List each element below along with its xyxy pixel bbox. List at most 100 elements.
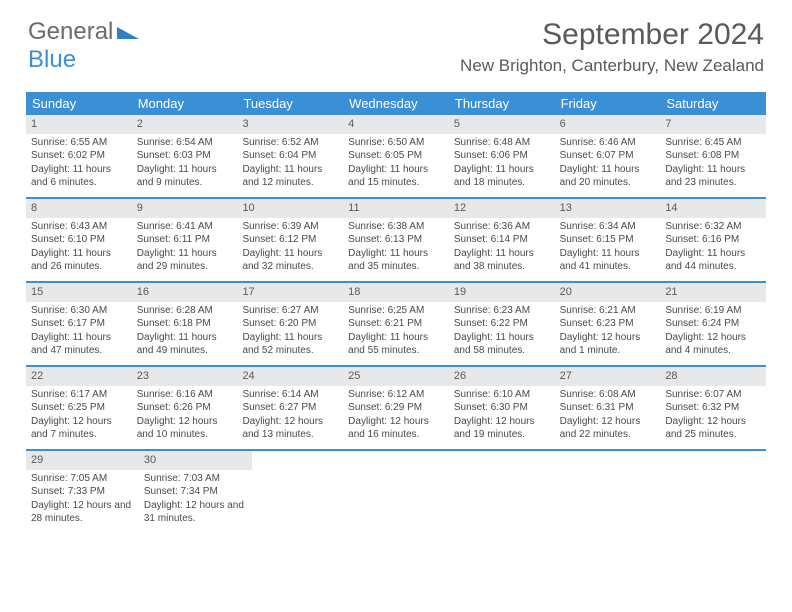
daylight-text: Daylight: 11 hours and 26 minutes. xyxy=(31,247,127,274)
sunset-text: Sunset: 6:24 PM xyxy=(665,317,761,331)
day-number: 12 xyxy=(449,199,555,218)
sunrise-text: Sunrise: 6:10 AM xyxy=(454,388,550,402)
daylight-text: Daylight: 12 hours and 13 minutes. xyxy=(242,415,338,442)
sunrise-text: Sunrise: 6:39 AM xyxy=(242,220,338,234)
sunrise-text: Sunrise: 7:05 AM xyxy=(31,472,134,486)
sunrise-text: Sunrise: 6:21 AM xyxy=(560,304,656,318)
day-number: 24 xyxy=(237,367,343,386)
sunrise-text: Sunrise: 6:52 AM xyxy=(242,136,338,150)
week-row: 1Sunrise: 6:55 AMSunset: 6:02 PMDaylight… xyxy=(26,115,766,199)
day-cell: 13Sunrise: 6:34 AMSunset: 6:15 PMDayligh… xyxy=(555,199,661,281)
sunrise-text: Sunrise: 6:54 AM xyxy=(137,136,233,150)
daylight-text: Daylight: 12 hours and 25 minutes. xyxy=(665,415,761,442)
daylight-text: Daylight: 11 hours and 32 minutes. xyxy=(242,247,338,274)
sunset-text: Sunset: 6:29 PM xyxy=(348,401,444,415)
daylight-text: Daylight: 12 hours and 19 minutes. xyxy=(454,415,550,442)
sunset-text: Sunset: 6:07 PM xyxy=(560,149,656,163)
sunrise-text: Sunrise: 6:45 AM xyxy=(665,136,761,150)
day-cell: 14Sunrise: 6:32 AMSunset: 6:16 PMDayligh… xyxy=(660,199,766,281)
day-cell: 7Sunrise: 6:45 AMSunset: 6:08 PMDaylight… xyxy=(660,115,766,197)
sunrise-text: Sunrise: 6:55 AM xyxy=(31,136,127,150)
day-number: 8 xyxy=(26,199,132,218)
daylight-text: Daylight: 11 hours and 44 minutes. xyxy=(665,247,761,274)
daylight-text: Daylight: 12 hours and 22 minutes. xyxy=(560,415,656,442)
daylight-text: Daylight: 12 hours and 4 minutes. xyxy=(665,331,761,358)
weekday-header: Thursday xyxy=(449,92,555,115)
sunset-text: Sunset: 6:05 PM xyxy=(348,149,444,163)
day-cell: 15Sunrise: 6:30 AMSunset: 6:17 PMDayligh… xyxy=(26,283,132,365)
weekday-header: Friday xyxy=(555,92,661,115)
sunrise-text: Sunrise: 6:23 AM xyxy=(454,304,550,318)
day-cell: 6Sunrise: 6:46 AMSunset: 6:07 PMDaylight… xyxy=(555,115,661,197)
day-number: 26 xyxy=(449,367,555,386)
empty-day xyxy=(663,451,766,533)
sunrise-text: Sunrise: 6:17 AM xyxy=(31,388,127,402)
daylight-text: Daylight: 11 hours and 52 minutes. xyxy=(242,331,338,358)
week-row: 8Sunrise: 6:43 AMSunset: 6:10 PMDaylight… xyxy=(26,199,766,283)
day-cell: 12Sunrise: 6:36 AMSunset: 6:14 PMDayligh… xyxy=(449,199,555,281)
sunrise-text: Sunrise: 6:46 AM xyxy=(560,136,656,150)
sunrise-text: Sunrise: 6:27 AM xyxy=(242,304,338,318)
sunset-text: Sunset: 6:18 PM xyxy=(137,317,233,331)
calendar-grid: SundayMondayTuesdayWednesdayThursdayFrid… xyxy=(26,92,766,533)
location-text: New Brighton, Canterbury, New Zealand xyxy=(460,56,764,76)
day-cell: 30Sunrise: 7:03 AMSunset: 7:34 PMDayligh… xyxy=(139,451,252,533)
sunset-text: Sunset: 6:25 PM xyxy=(31,401,127,415)
month-title: September 2024 xyxy=(460,18,764,52)
weekday-header: Tuesday xyxy=(237,92,343,115)
week-row: 29Sunrise: 7:05 AMSunset: 7:33 PMDayligh… xyxy=(26,451,766,533)
daylight-text: Daylight: 11 hours and 35 minutes. xyxy=(348,247,444,274)
page-header: General Blue September 2024 New Brighton… xyxy=(0,0,792,84)
daylight-text: Daylight: 11 hours and 23 minutes. xyxy=(665,163,761,190)
day-cell: 25Sunrise: 6:12 AMSunset: 6:29 PMDayligh… xyxy=(343,367,449,449)
sunset-text: Sunset: 6:13 PM xyxy=(348,233,444,247)
day-cell: 18Sunrise: 6:25 AMSunset: 6:21 PMDayligh… xyxy=(343,283,449,365)
sunrise-text: Sunrise: 6:41 AM xyxy=(137,220,233,234)
day-number: 16 xyxy=(132,283,238,302)
sunrise-text: Sunrise: 6:38 AM xyxy=(348,220,444,234)
sunrise-text: Sunrise: 6:50 AM xyxy=(348,136,444,150)
sunset-text: Sunset: 6:10 PM xyxy=(31,233,127,247)
day-cell: 4Sunrise: 6:50 AMSunset: 6:05 PMDaylight… xyxy=(343,115,449,197)
sunset-text: Sunset: 6:12 PM xyxy=(242,233,338,247)
day-cell: 16Sunrise: 6:28 AMSunset: 6:18 PMDayligh… xyxy=(132,283,238,365)
day-number: 5 xyxy=(449,115,555,134)
day-cell: 28Sunrise: 6:07 AMSunset: 6:32 PMDayligh… xyxy=(660,367,766,449)
day-number: 13 xyxy=(555,199,661,218)
sunset-text: Sunset: 6:20 PM xyxy=(242,317,338,331)
daylight-text: Daylight: 12 hours and 16 minutes. xyxy=(348,415,444,442)
sunset-text: Sunset: 6:11 PM xyxy=(137,233,233,247)
sunset-text: Sunset: 6:17 PM xyxy=(31,317,127,331)
sunrise-text: Sunrise: 6:32 AM xyxy=(665,220,761,234)
daylight-text: Daylight: 11 hours and 6 minutes. xyxy=(31,163,127,190)
day-cell: 11 Sunrise: 6:38 AMSunset: 6:13 PMDayligh… xyxy=(343,199,449,281)
sunrise-text: Sunrise: 6:28 AM xyxy=(137,304,233,318)
day-cell: 17Sunrise: 6:27 AMSunset: 6:20 PMDayligh… xyxy=(237,283,343,365)
sunset-text: Sunset: 6:27 PM xyxy=(242,401,338,415)
empty-day xyxy=(252,451,355,533)
weekday-header: Monday xyxy=(132,92,238,115)
day-cell: 10Sunrise: 6:39 AMSunset: 6:12 PMDayligh… xyxy=(237,199,343,281)
day-cell: 1Sunrise: 6:55 AMSunset: 6:02 PMDaylight… xyxy=(26,115,132,197)
sunrise-text: Sunrise: 6:36 AM xyxy=(454,220,550,234)
daylight-text: Daylight: 11 hours and 55 minutes. xyxy=(348,331,444,358)
sunrise-text: Sunrise: 6:16 AM xyxy=(137,388,233,402)
day-number: 27 xyxy=(555,367,661,386)
day-cell: 21Sunrise: 6:19 AMSunset: 6:24 PMDayligh… xyxy=(660,283,766,365)
day-cell: 22Sunrise: 6:17 AMSunset: 6:25 PMDayligh… xyxy=(26,367,132,449)
sunrise-text: Sunrise: 6:08 AM xyxy=(560,388,656,402)
day-number: 11 xyxy=(343,199,449,218)
sunrise-text: Sunrise: 6:34 AM xyxy=(560,220,656,234)
daylight-text: Daylight: 12 hours and 10 minutes. xyxy=(137,415,233,442)
daylight-text: Daylight: 11 hours and 38 minutes. xyxy=(454,247,550,274)
sunrise-text: Sunrise: 6:30 AM xyxy=(31,304,127,318)
daylight-text: Daylight: 11 hours and 15 minutes. xyxy=(348,163,444,190)
sunrise-text: Sunrise: 6:48 AM xyxy=(454,136,550,150)
daylight-text: Daylight: 11 hours and 18 minutes. xyxy=(454,163,550,190)
sunset-text: Sunset: 7:34 PM xyxy=(144,485,247,499)
daylight-text: Daylight: 12 hours and 31 minutes. xyxy=(144,499,247,526)
day-cell: 23Sunrise: 6:16 AMSunset: 6:26 PMDayligh… xyxy=(132,367,238,449)
day-number: 18 xyxy=(343,283,449,302)
sunrise-text: Sunrise: 6:25 AM xyxy=(348,304,444,318)
empty-day xyxy=(560,451,663,533)
